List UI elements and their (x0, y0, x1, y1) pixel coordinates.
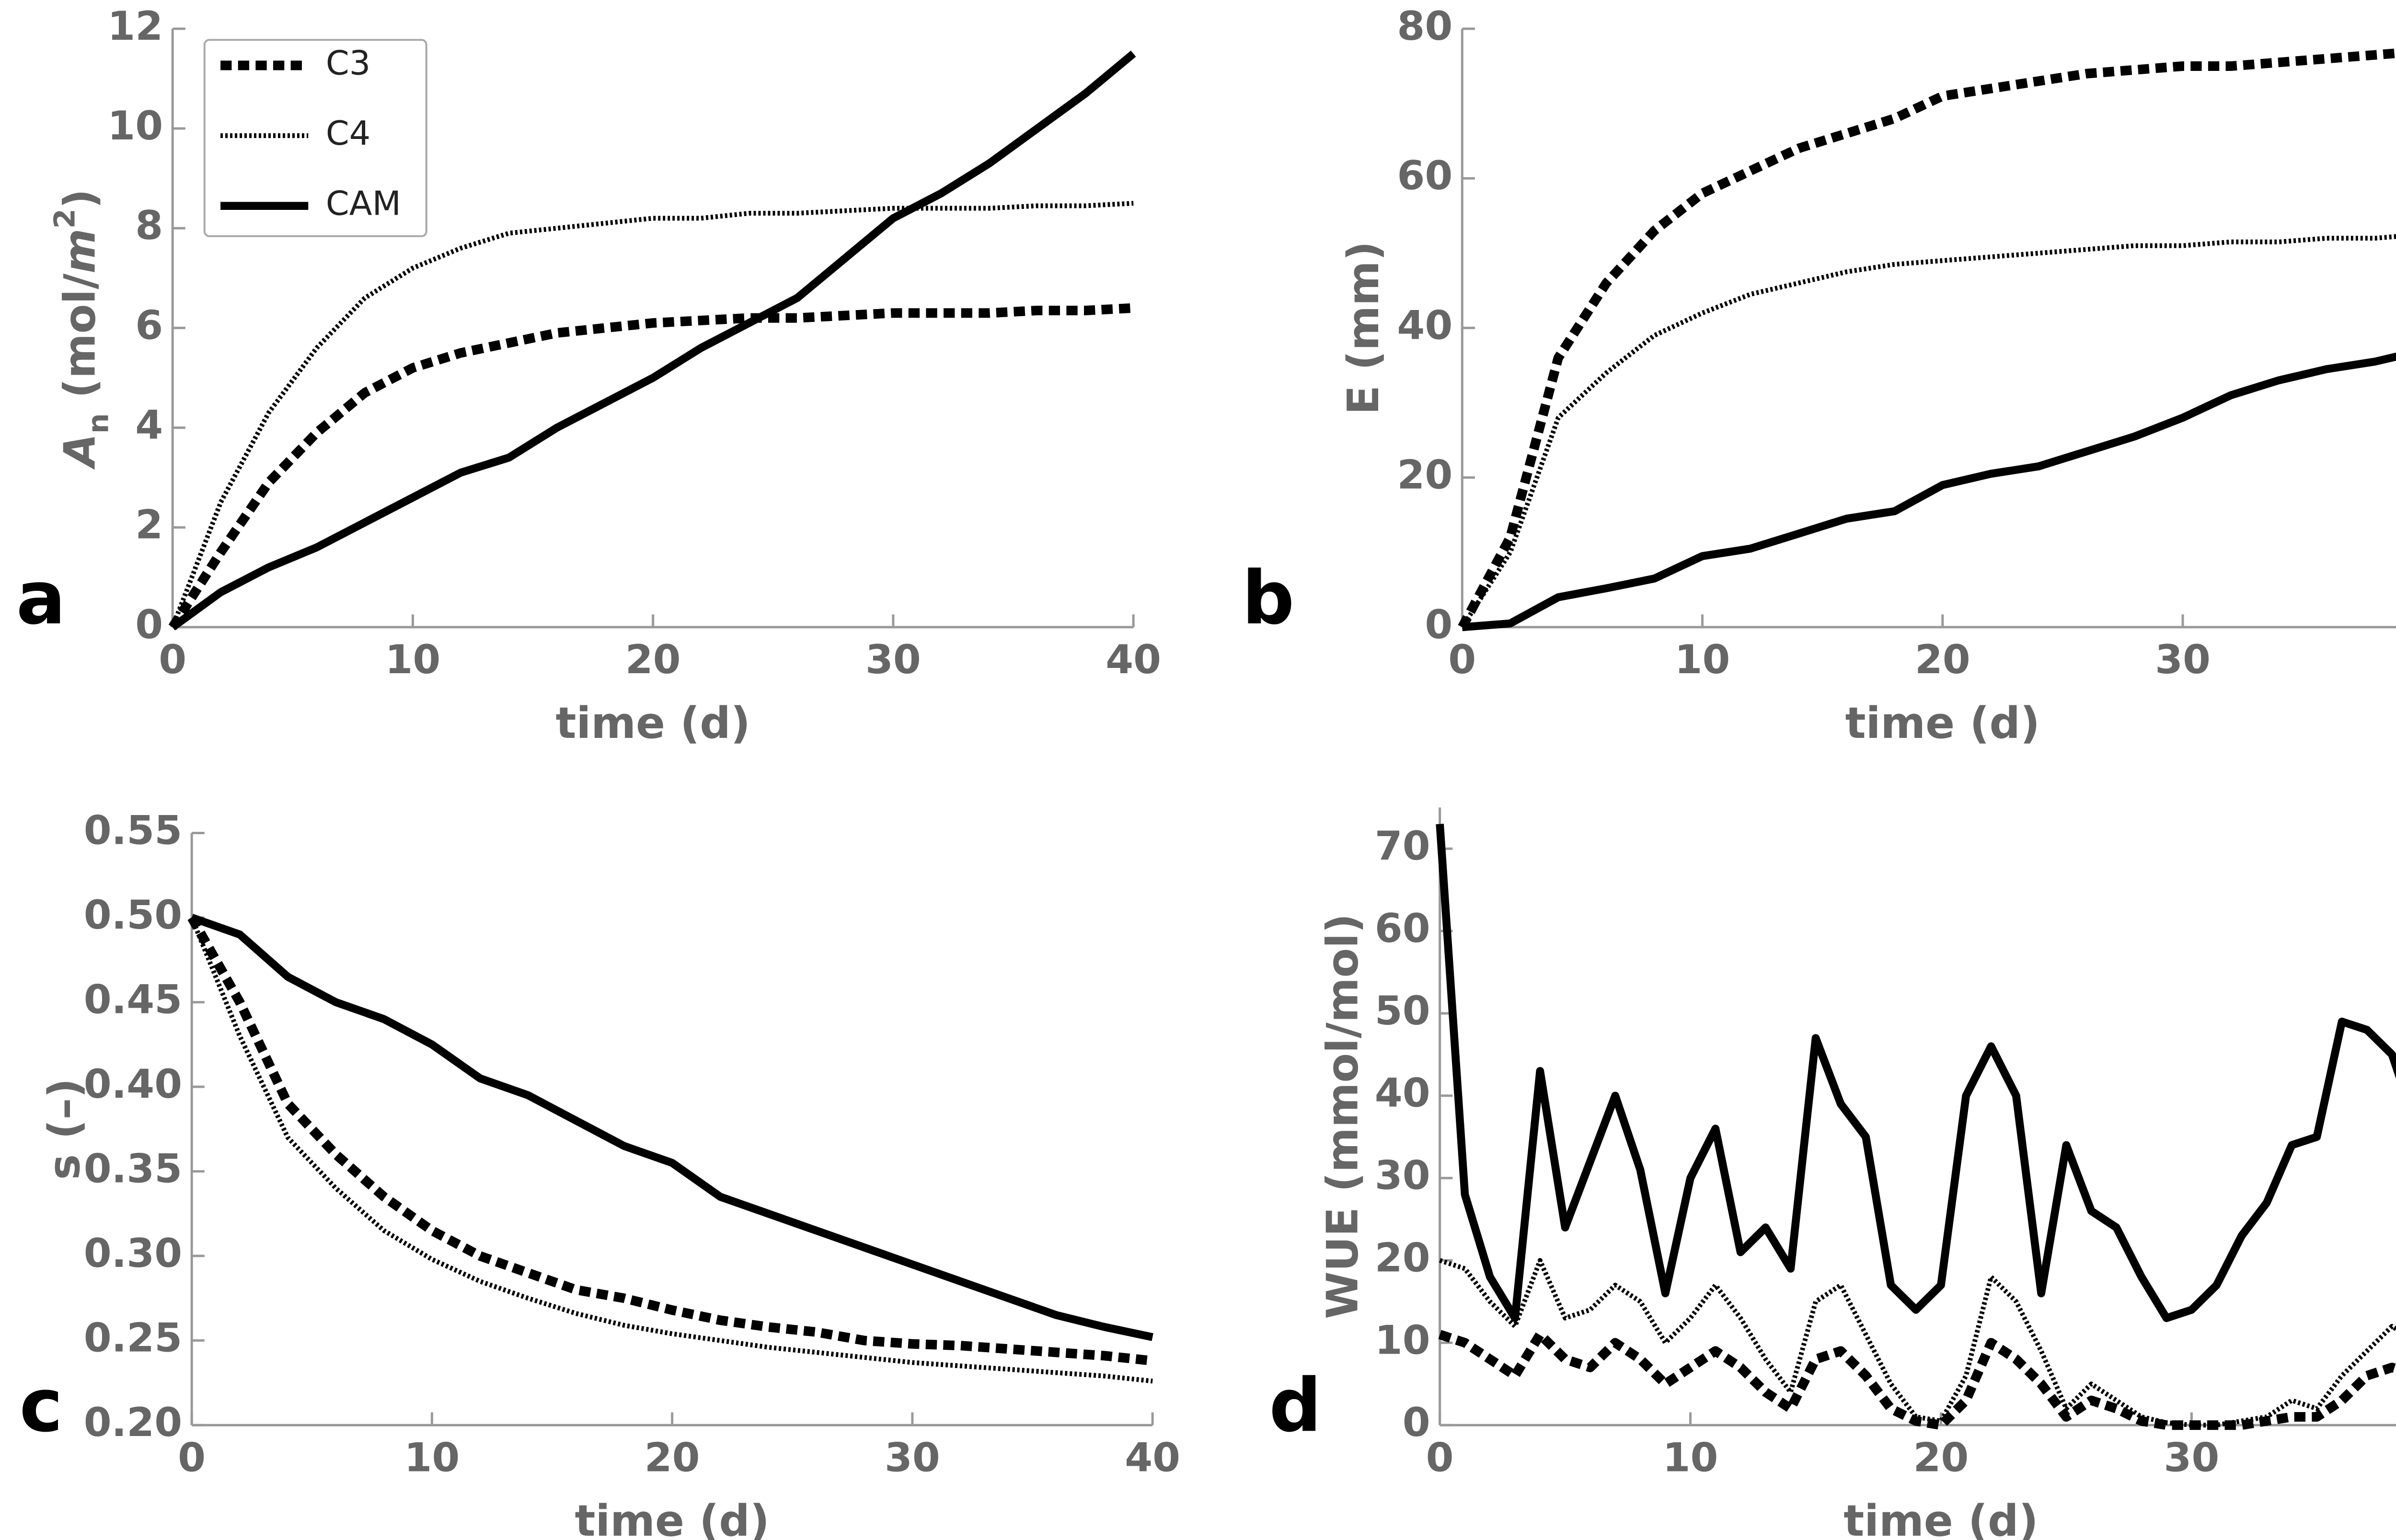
x-tick-label: 0 (1448, 636, 1476, 683)
y-tick-label: 0.35 (84, 1146, 182, 1192)
x-tick-label: 40 (1106, 636, 1161, 683)
y-axis-label: E (mm) (1339, 241, 1389, 414)
y-tick-label: 2 (135, 502, 163, 548)
x-axis-label: time (d) (1843, 1496, 2038, 1540)
series-line (1458, 48, 2396, 630)
panel: 010203040010203040506070time (d)WUE (mmo… (1269, 807, 2396, 1540)
x-tick-label: 30 (885, 1434, 940, 1481)
y-tick-label: 0.40 (84, 1061, 182, 1107)
x-tick-label: 20 (625, 636, 681, 683)
y-tick-label: 60 (1397, 152, 1452, 199)
y-tick-label: 0.25 (84, 1315, 182, 1361)
x-tick-label: 10 (1663, 1434, 1718, 1481)
y-tick-label: 20 (1397, 452, 1452, 498)
x-tick-label: 20 (645, 1434, 700, 1481)
x-tick-label: 10 (404, 1434, 460, 1481)
x-tick-label: 0 (159, 636, 186, 683)
legend: C3 C4 CAM (203, 39, 427, 237)
y-tick-label: 0 (135, 601, 163, 648)
series-line (1460, 234, 2396, 629)
y-tick-label: 40 (1397, 302, 1452, 348)
y-tick-label: 0.50 (84, 892, 182, 938)
y-tick-label: 10 (1375, 1317, 1430, 1363)
legend-box (203, 39, 427, 237)
series-line (170, 201, 1134, 628)
panel: 0 10 20 30 40 0.20 0.25 0.30 0.35 0.40 0.45 0.50 0.5… (19, 807, 1180, 1540)
series-line (190, 914, 1153, 1341)
y-axis-label-part: (mol/ (56, 274, 105, 414)
x-tick-label: 10 (1675, 636, 1730, 683)
x-tick-label: 40 (2395, 636, 2396, 683)
legend-label: C4 (326, 114, 370, 153)
x-tick-label: 30 (865, 636, 921, 683)
y-axis-label: s (–) (40, 1078, 90, 1180)
x-axis-label: time (d) (1845, 699, 2040, 748)
series-line (1439, 1258, 2396, 1428)
panel-label: b (1242, 556, 1295, 641)
y-tick-label: 70 (1375, 823, 1430, 869)
panel-label: d (1269, 1363, 1322, 1448)
series-line (1462, 352, 2396, 632)
x-tick-label: 30 (2155, 636, 2211, 683)
x-tick-label: 20 (1913, 1434, 1969, 1481)
y-axis-label: WUE (mmol/mol) (1318, 914, 1368, 1319)
y-tick-label: 20 (1375, 1234, 1430, 1281)
y-tick-label: 50 (1375, 988, 1430, 1034)
series-line (168, 303, 1134, 630)
x-tick-label: 30 (2164, 1434, 2219, 1481)
y-tick-label: 6 (135, 302, 163, 348)
panel: 0 10 20 30 40 0 20 40 60 80 time (d) E (mm) b (1242, 3, 2396, 748)
y-axis-label-part: n (81, 413, 115, 434)
y-tick-label: 80 (1397, 3, 1452, 49)
legend-label: CAM (326, 184, 401, 223)
y-tick-label: 4 (135, 402, 163, 448)
x-axis-label: time (d) (556, 699, 750, 748)
x-tick-label: 0 (178, 1434, 206, 1481)
y-tick-label: 10 (107, 103, 163, 149)
y-tick-label: 12 (107, 3, 163, 49)
y-axis-label-part: 2 (48, 208, 81, 229)
y-axis-label-part: ) (56, 189, 105, 208)
panel-label: c (19, 1363, 63, 1448)
series-line (1438, 1330, 2396, 1430)
y-axis-label: An (mol/m2) (48, 189, 115, 470)
y-tick-label: 8 (135, 202, 163, 249)
y-tick-label: 0.45 (84, 977, 182, 1023)
y-tick-label: 30 (1375, 1152, 1430, 1199)
y-axis-label-part: A (56, 434, 105, 470)
x-tick-label: 10 (385, 636, 441, 683)
x-tick-label: 0 (1426, 1434, 1454, 1481)
series-line (170, 50, 1136, 631)
legend-label: C3 (326, 44, 370, 83)
panel-label: a (16, 556, 66, 641)
y-axis-label-part: m (56, 229, 105, 274)
y-tick-label: 0.55 (84, 807, 182, 853)
series-line (187, 915, 1153, 1366)
x-tick-label: 20 (1915, 636, 1970, 683)
y-tick-label: 0 (1403, 1399, 1430, 1446)
series-line (189, 917, 1153, 1384)
x-tick-label: 40 (1125, 1434, 1180, 1481)
x-axis-label: time (d) (575, 1496, 769, 1540)
y-tick-label: 40 (1375, 1070, 1430, 1116)
y-tick-label: 0.30 (84, 1230, 182, 1276)
y-tick-label: 0.20 (84, 1399, 182, 1446)
series-line (1436, 824, 2396, 1322)
y-tick-label: 60 (1375, 905, 1430, 952)
y-tick-label: 0 (1425, 601, 1452, 648)
